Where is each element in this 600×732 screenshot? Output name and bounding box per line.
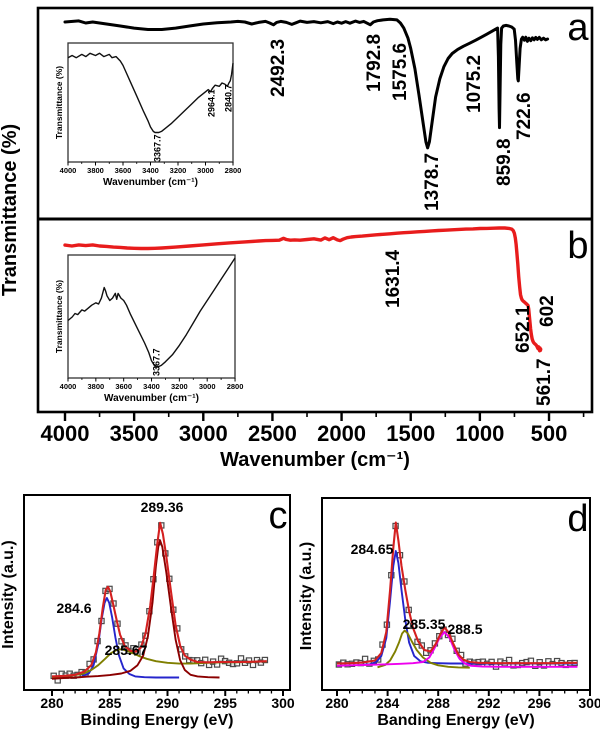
xps-x-tick-label: 285 — [98, 695, 122, 711]
xps-x-tick-label: 292 — [477, 695, 501, 711]
main-x-axis: 4000 3500 3000 2500 2000 1500 1000 500 — [41, 412, 585, 446]
data-point-square — [233, 660, 241, 667]
panel-a-letter: a — [567, 7, 589, 49]
panel-a-spectrum-line — [63, 17, 550, 150]
panel-b-spectrum-line — [63, 226, 543, 353]
peak-annotation: 859.8 — [494, 138, 515, 186]
inset-figure.main.panel_b.inset: 4000 3800 3600 3400 3200 3000 2800 Wavenumber (… — [54, 254, 244, 404]
inset-frame — [67, 254, 236, 379]
xps-x-tick-label: 290 — [156, 695, 180, 711]
xps-panel-d: 280 284 288 292 296 300 Banding Energy (eV) Int… — [298, 497, 600, 729]
panel-b-letter: b — [567, 225, 588, 267]
data-point-square — [488, 658, 495, 666]
main-x-tick-label: 3000 — [179, 421, 228, 446]
inset-x-tick-label: 3800 — [87, 382, 104, 391]
xps-x-tick-label: 280 — [40, 695, 64, 711]
peak-annotation: 602 — [537, 295, 558, 327]
main-x-tick-label: 4000 — [41, 421, 90, 446]
inset-spectrum-line — [67, 257, 236, 368]
inset-peak-annotation: 3367.7 — [152, 348, 162, 376]
xps-peak-annotation: 289.36 — [141, 499, 184, 515]
main-x-tick-label: 1500 — [386, 421, 435, 446]
xps-x-tick-label: 295 — [214, 695, 238, 711]
inset-x-tick-label: 3400 — [143, 382, 160, 391]
fit-288.5-line — [336, 631, 578, 668]
peak-annotation: 1378.7 — [422, 153, 443, 211]
peak-annotation: 1631.4 — [383, 249, 404, 308]
inset-peak-annotation: 3367.7 — [153, 134, 163, 162]
inset-x-axis-title: Wavenumber (cm⁻¹) — [104, 393, 199, 404]
inset-x-tick-label: 3000 — [199, 382, 216, 391]
panel-d-letter: d — [567, 498, 588, 540]
xps-x-tick-label: 284 — [376, 695, 400, 711]
main-plot-frame — [36, 6, 594, 414]
peak-annotation: 1075.2 — [464, 55, 485, 113]
xps-peak-annotation: 285.67 — [105, 642, 148, 658]
xps-y-axis-title: Intensity (a.u.) — [0, 540, 17, 648]
inset-peak-annotation: 2964.1 — [207, 89, 217, 117]
xps-x-axis-title: Binding Energy (eV) — [81, 712, 234, 729]
inset-x-tick-label: 2800 — [227, 382, 244, 391]
inset-figure.main.panel_a.inset: 4000 3800 3600 3400 3200 3000 2800 Wavenumber (… — [54, 42, 242, 188]
xps-peak-annotation: 284.6 — [56, 600, 91, 616]
xps-x-tick-label: 300 — [271, 695, 295, 711]
main-x-tick-label: 2500 — [248, 421, 297, 446]
peak-annotation: 652.1 — [513, 305, 534, 353]
xps-panel-c: 280 285 290 295 300 Binding Energy (eV) Intens… — [0, 494, 295, 729]
xps-peak-annotation: 285.35 — [403, 616, 446, 632]
peak-annotation: 1575.6 — [390, 43, 411, 101]
main-x-tick-label: 2000 — [317, 421, 366, 446]
inset-x-tick-label: 3200 — [171, 382, 188, 391]
inset-x-tick-label: 3200 — [170, 166, 187, 175]
xps-x-tick-label: 280 — [325, 695, 349, 711]
main-y-axis-title: Transmittance (%) — [0, 124, 21, 296]
data-point-square — [261, 656, 269, 664]
xps-x-tick-label: 300 — [578, 695, 600, 711]
main-ftir-figure: 4000 3500 3000 2500 2000 1500 1000 500 Wavenumbe… — [0, 6, 594, 471]
fit-289.36-line — [51, 539, 220, 680]
xps-y-axis-title: Intensity (a.u.) — [298, 542, 315, 650]
envelope-fit-line — [336, 521, 578, 665]
xps-x-tick-label: 296 — [528, 695, 552, 711]
inset-x-tick-label: 3600 — [115, 166, 132, 175]
main-x-tick-label: 500 — [531, 421, 568, 446]
inset-spectrum-line — [67, 52, 234, 134]
main-x-tick-label: 3500 — [110, 421, 159, 446]
inset-y-axis-title: Transmittance (%) — [54, 66, 64, 139]
peak-annotation: 561.7 — [534, 358, 555, 406]
main-x-axis-title: Wavenumber (cm⁻¹) — [220, 449, 410, 471]
peak-annotation: 722.6 — [514, 92, 535, 140]
inset-x-tick-label: 3600 — [115, 382, 132, 391]
inset-x-tick-label: 3400 — [142, 166, 159, 175]
xps-x-tick-label: 288 — [427, 695, 451, 711]
xps-peak-annotation: 288.5 — [447, 621, 482, 637]
fit-285.35-line — [377, 629, 470, 669]
envelope-fit-line — [51, 521, 267, 678]
xps-x-axis-title: Banding Energy (eV) — [377, 712, 534, 729]
inset-x-tick-label: 4000 — [60, 166, 77, 175]
inset-y-axis-title: Transmittance (%) — [54, 280, 64, 353]
panel-c-letter: c — [269, 495, 288, 537]
inset-peak-annotation: 2840.7 — [224, 84, 234, 112]
inset-x-tick-label: 4000 — [60, 382, 77, 391]
peak-annotation: 2492.3 — [268, 39, 289, 97]
main-x-tick-label: 1000 — [455, 421, 504, 446]
xps-plot-frame — [23, 494, 291, 691]
inset-x-axis-title: Wavenumber (cm⁻¹) — [103, 177, 198, 188]
xps-peak-annotation: 284.65 — [351, 541, 394, 557]
data-point-square — [245, 657, 253, 664]
inset-x-tick-label: 3000 — [197, 166, 214, 175]
data-point-square — [505, 656, 513, 664]
inset-x-tick-label: 2800 — [225, 166, 242, 175]
peak-annotation: 1792.8 — [364, 34, 385, 92]
inset-x-tick-label: 3800 — [87, 166, 104, 175]
